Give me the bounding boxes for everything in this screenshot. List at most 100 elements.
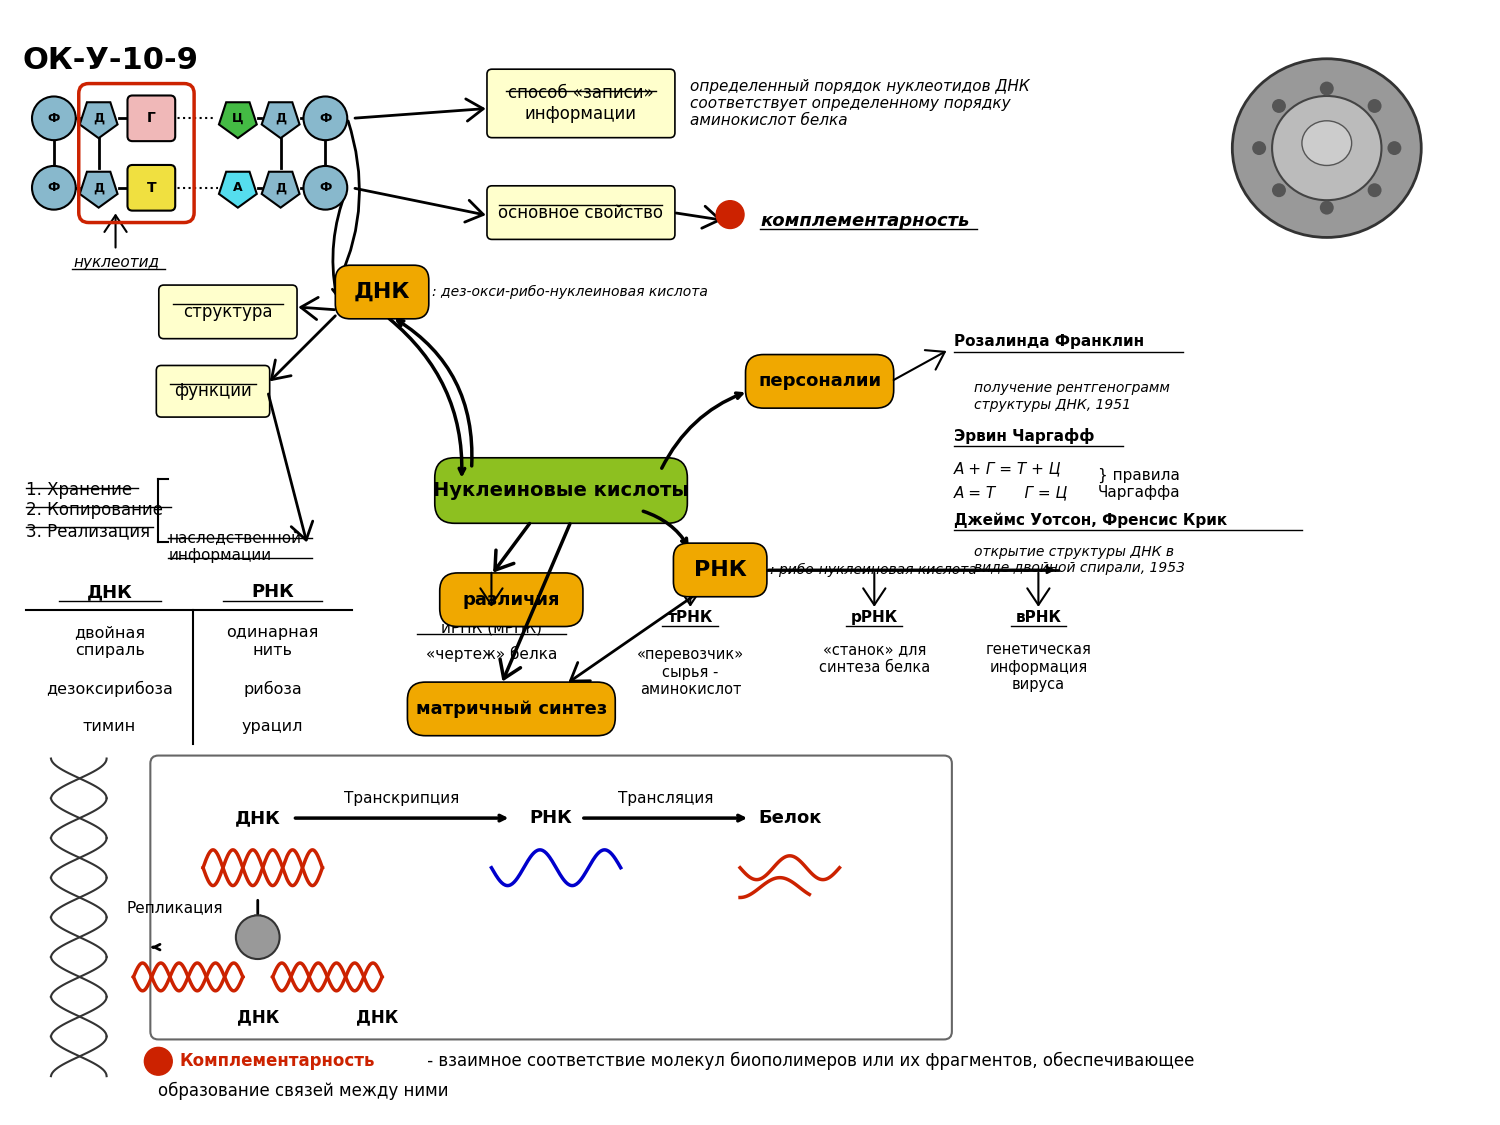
Text: ОК-У-10-9: ОК-У-10-9 [22, 46, 198, 75]
Text: определенный порядок нуклеотидов ДНК
соответствует определенному порядку
аминоки: определенный порядок нуклеотидов ДНК соо… [690, 79, 1030, 128]
Text: Розалинда Франклин: Розалинда Франклин [954, 334, 1144, 349]
Circle shape [1272, 183, 1286, 197]
Text: основное свойство: основное свойство [498, 204, 663, 222]
Text: Ф: Ф [320, 111, 332, 125]
Text: Д: Д [274, 111, 286, 125]
FancyBboxPatch shape [128, 96, 176, 141]
Polygon shape [261, 172, 300, 208]
Text: различия: различия [462, 591, 560, 609]
Text: : дез-окси-рибо-нуклеиновая кислота: : дез-окси-рибо-нуклеиновая кислота [432, 285, 708, 299]
FancyBboxPatch shape [488, 186, 675, 240]
Text: Трансляция: Трансляция [618, 791, 712, 806]
FancyBboxPatch shape [128, 165, 176, 210]
Text: Комплементарность: Комплементарность [178, 1052, 375, 1070]
Text: персоналии: персоналии [758, 372, 880, 390]
Text: - взаимное соответствие молекул биополимеров или их фрагментов, обеспечивающее: - взаимное соответствие молекул биополим… [422, 1052, 1194, 1070]
Text: Джеймс Уотсон, Френсис Крик: Джеймс Уотсон, Френсис Крик [954, 513, 1227, 528]
Text: Белок: Белок [758, 809, 822, 827]
Text: Эрвин Чаргафф: Эрвин Чаргафф [954, 428, 1095, 444]
Text: наследственной
информации: наследственной информации [168, 530, 302, 562]
Text: «чертеж» белка: «чертеж» белка [426, 646, 556, 663]
Text: двойная
спираль: двойная спираль [74, 626, 146, 658]
Text: тРНК: тРНК [668, 610, 712, 626]
FancyBboxPatch shape [440, 573, 584, 627]
FancyBboxPatch shape [159, 285, 297, 339]
Text: РНК: РНК [530, 809, 573, 827]
Text: Ц: Ц [232, 111, 243, 125]
Text: генетическая
информация
вируса: генетическая информация вируса [986, 642, 1092, 692]
Text: «станок» для
синтеза белка: «станок» для синтеза белка [819, 642, 930, 675]
FancyBboxPatch shape [156, 366, 270, 417]
Text: рибоза: рибоза [243, 681, 302, 698]
Text: Т: Т [147, 181, 156, 195]
Text: функции: функции [174, 382, 252, 400]
Circle shape [1368, 99, 1382, 113]
Polygon shape [261, 102, 300, 138]
Text: Транскрипция: Транскрипция [345, 791, 459, 806]
Text: А + Г = Т + Ц: А + Г = Т + Ц [954, 461, 1062, 476]
Circle shape [1388, 141, 1401, 155]
Circle shape [236, 916, 279, 958]
Text: Нуклеиновые кислоты: Нуклеиновые кислоты [433, 482, 688, 500]
Text: рРНК: рРНК [850, 610, 898, 626]
FancyBboxPatch shape [150, 756, 952, 1040]
Polygon shape [80, 102, 117, 138]
Ellipse shape [1302, 120, 1352, 165]
Text: получение рентгенограмм
структуры ДНК, 1951: получение рентгенограмм структуры ДНК, 1… [974, 381, 1170, 412]
Text: А: А [232, 181, 243, 195]
Text: ДНК: ДНК [87, 583, 132, 601]
Text: образование связей между ними: образование связей между ними [159, 1082, 448, 1100]
Polygon shape [219, 102, 257, 138]
FancyBboxPatch shape [435, 458, 687, 523]
Circle shape [1272, 99, 1286, 113]
Text: ДНК: ДНК [354, 282, 411, 302]
Ellipse shape [1233, 58, 1422, 237]
Text: одинарная
нить: одинарная нить [226, 626, 320, 658]
Circle shape [716, 200, 744, 228]
Text: РНК: РНК [693, 560, 747, 580]
Text: дезоксирибоза: дезоксирибоза [46, 681, 172, 698]
Text: РНК: РНК [252, 583, 294, 601]
Circle shape [32, 166, 76, 209]
Text: Д: Д [93, 181, 104, 195]
FancyBboxPatch shape [488, 69, 675, 137]
Circle shape [303, 166, 346, 209]
Text: 1. Хранение
2. Копирование
3. Реализация: 1. Хранение 2. Копирование 3. Реализация [26, 480, 164, 540]
Circle shape [1368, 183, 1382, 197]
Circle shape [303, 97, 346, 141]
Text: ДНК: ДНК [356, 1009, 399, 1027]
Text: структура: структура [183, 303, 273, 321]
Circle shape [144, 1047, 172, 1076]
Text: урацил: урацил [242, 719, 303, 735]
FancyBboxPatch shape [746, 354, 894, 408]
Circle shape [1320, 200, 1334, 215]
Text: Ф: Ф [48, 111, 60, 125]
Text: Ф: Ф [48, 181, 60, 195]
Text: иРНК (мРНК): иРНК (мРНК) [441, 620, 542, 634]
Text: Чаргаффа: Чаргаффа [1098, 485, 1180, 500]
Text: «перевозчик»
сырья -
аминокислот: «перевозчик» сырья - аминокислот [638, 647, 744, 698]
Text: Д: Д [93, 111, 104, 125]
Text: Г: Г [147, 111, 156, 125]
Text: : рибо-нуклеиновая кислота: : рибо-нуклеиновая кислота [770, 562, 976, 577]
Text: Ф: Ф [320, 181, 332, 195]
Polygon shape [219, 172, 257, 208]
Circle shape [1320, 82, 1334, 96]
Text: Репликация: Репликация [126, 900, 224, 915]
Ellipse shape [1272, 96, 1382, 200]
Text: вРНК: вРНК [1016, 610, 1062, 626]
FancyBboxPatch shape [408, 682, 615, 736]
Text: нуклеотид: нуклеотид [74, 254, 160, 270]
Text: способ «записи»
информации: способ «записи» информации [509, 84, 654, 123]
Text: комплементарность: комплементарность [760, 212, 969, 230]
Text: ДНК: ДНК [237, 1009, 279, 1027]
Polygon shape [80, 172, 117, 208]
Circle shape [32, 97, 76, 141]
Text: открытие структуры ДНК в
виде двойной спирали, 1953: открытие структуры ДНК в виде двойной сп… [974, 546, 1185, 575]
FancyBboxPatch shape [336, 266, 429, 318]
Text: А = Т      Г = Ц: А = Т Г = Ц [954, 485, 1068, 500]
Text: } правила: } правила [1098, 468, 1180, 484]
Text: Д: Д [274, 181, 286, 195]
FancyBboxPatch shape [674, 543, 766, 596]
Circle shape [1252, 141, 1266, 155]
